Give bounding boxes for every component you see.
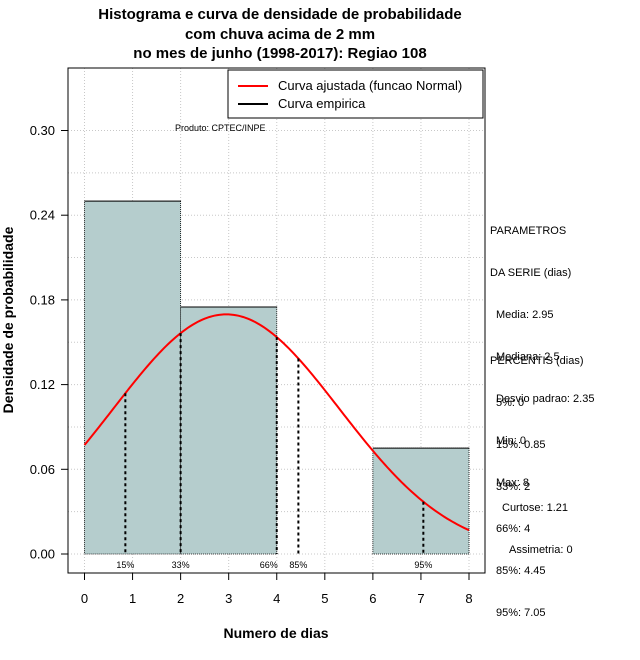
x-axis-label: Numero de dias xyxy=(223,625,328,641)
shape-panel: Curtose: 1.21 Assimetria: 0 xyxy=(502,473,573,571)
params-desvio: Desvio padrao: 2.35 xyxy=(496,393,595,405)
percentis-p33: 33%: 2 xyxy=(496,481,531,493)
percentile-label: 15% xyxy=(116,560,134,570)
legend-box xyxy=(227,69,484,119)
x-tick-label: 3 xyxy=(225,591,232,606)
product-annotation: Produto: CPTEC/INPE xyxy=(175,123,266,133)
x-tick-label: 4 xyxy=(273,591,280,606)
percentis-p95: 95%: 7.05 xyxy=(496,607,546,619)
x-tick-label: 5 xyxy=(321,591,328,606)
y-axis-label: Densidade de probabilidade xyxy=(0,226,16,413)
chart-title-line-3: no mes de junho (1998-2017): Regiao 108 xyxy=(133,45,427,62)
x-tick-label: 7 xyxy=(417,591,424,606)
percentis-heading: PERCENTIS (dias) xyxy=(490,355,584,367)
y-tick-label: 0.00 xyxy=(30,547,55,562)
params-heading-1: PARAMETROS xyxy=(490,225,567,237)
percentis-p15: 15%: 0.85 xyxy=(496,439,546,451)
legend-label-empirical: Curva empirica xyxy=(278,96,366,111)
percentile-label: 95% xyxy=(414,560,432,570)
x-tick-label: 1 xyxy=(129,591,136,606)
axes-layer: 0 1 2 3 4 5 6 7 8 0.00 0.06 0.12 0.18 0.24 0.30 xyxy=(30,67,486,606)
params-heading-2: DA SERIE (dias) xyxy=(490,267,572,279)
chart-title-line-2: com chuva acima de 2 mm xyxy=(184,26,376,43)
params-media: Media: 2.95 xyxy=(496,309,554,321)
params-max: Max: 8 xyxy=(496,477,530,489)
x-tick-label: 6 xyxy=(369,591,376,606)
y-tick-label: 0.06 xyxy=(30,462,55,477)
percentile-label: 33% xyxy=(172,560,190,570)
chart-title-line-1: Histograma e curva de densidade de proba… xyxy=(98,6,462,23)
shape-assimetria: Assimetria: 0 xyxy=(509,544,573,556)
percentis-panel: PERCENTIS (dias) 5%: 0 15%: 0.85 33%: 2 … xyxy=(490,326,584,634)
percentile-label: 66% xyxy=(260,560,278,570)
y-tick-label: 0.30 xyxy=(30,123,55,138)
x-tick-label: 8 xyxy=(465,591,472,606)
y-tick-label: 0.24 xyxy=(30,208,55,223)
x-tick-label: 2 xyxy=(177,591,184,606)
histogram-bar xyxy=(84,200,182,555)
percentis-p85: 85%: 4.45 xyxy=(496,565,546,577)
bars-layer xyxy=(84,200,470,555)
histogram-bar xyxy=(372,447,470,555)
legend-label-fitted: Curva ajustada (funcao Normal) xyxy=(278,78,462,93)
y-tick-label: 0.18 xyxy=(30,292,55,307)
params-panel: PARAMETROS DA SERIE (dias) Media: 2.95 M… xyxy=(490,196,594,504)
percentis-p5: 5%: 0 xyxy=(496,397,525,409)
y-tick-label: 0.12 xyxy=(30,377,55,392)
percentile-label: 85% xyxy=(289,560,307,570)
percentile-layer: 15% 33% 66% 85% 95% xyxy=(116,333,432,570)
params-mediana: Mediana: 2.5 xyxy=(496,351,560,363)
percentis-p66: 66%: 4 xyxy=(496,523,531,535)
params-min: Min: 0 xyxy=(496,435,526,447)
shape-curtose: Curtose: 1.21 xyxy=(502,502,569,514)
x-tick-label: 0 xyxy=(81,591,88,606)
legend: Curva ajustada (funcao Normal) Curva emp… xyxy=(227,69,484,119)
histogram-bar xyxy=(180,306,278,555)
